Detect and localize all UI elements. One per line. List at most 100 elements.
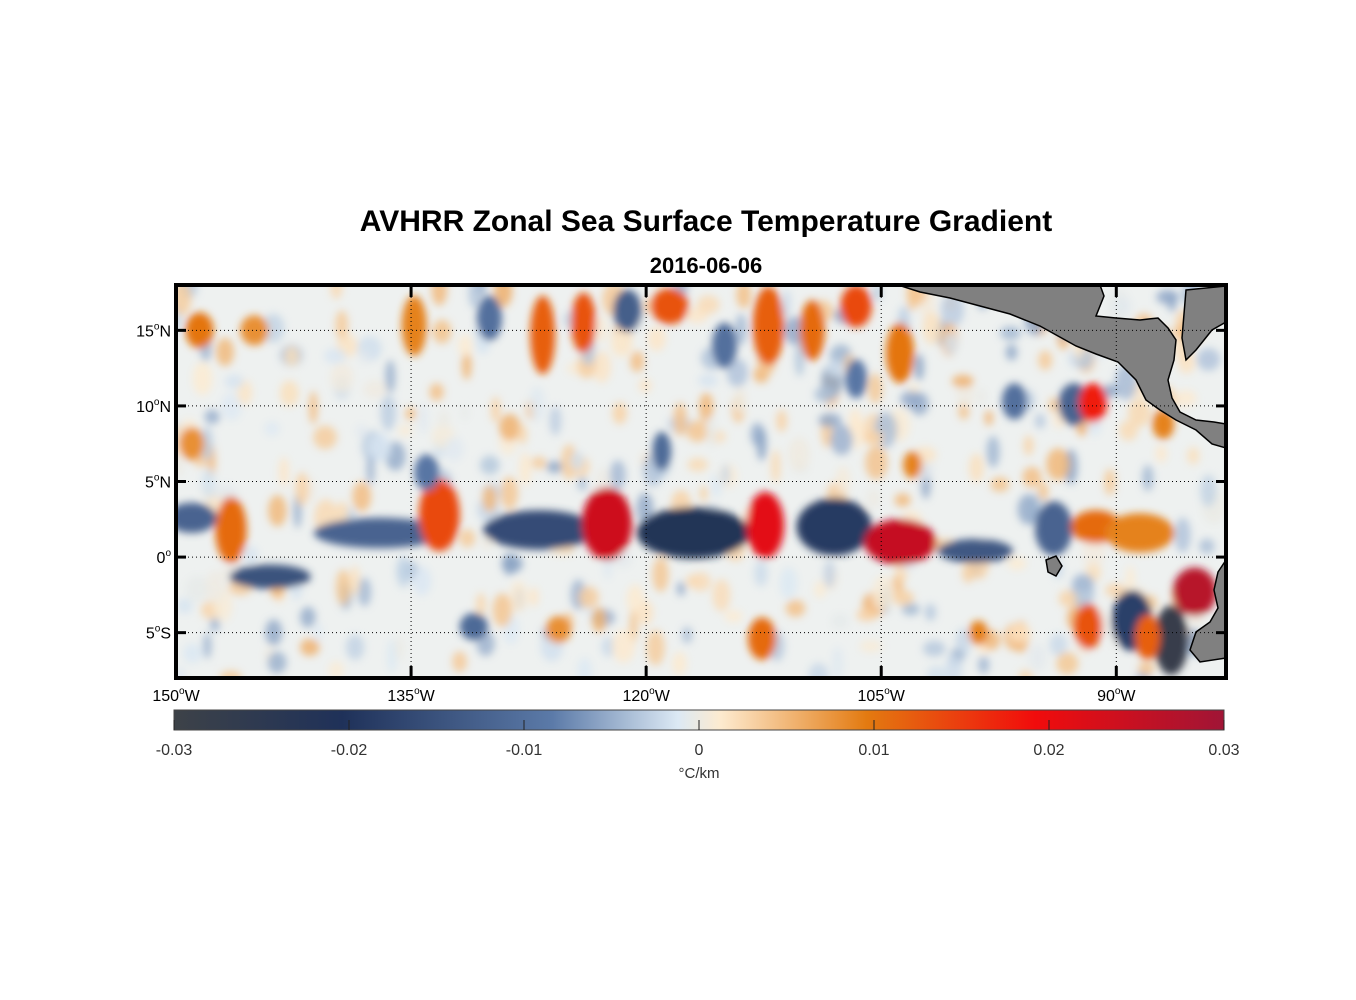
texture-patch [577,657,592,678]
graticule [176,285,1226,678]
texture-patch [944,332,958,355]
texture-patch [368,433,392,462]
texture-patch [1200,474,1217,507]
texture-patch [1056,652,1079,675]
gradient-feature [1153,605,1189,675]
texture-patch [549,406,562,436]
texture-patch [531,456,547,469]
gradient-feature [571,292,596,353]
texture-patch [698,374,719,387]
texture-patch [475,592,487,617]
texture-patch [1028,643,1047,672]
texture-patch [519,452,532,486]
texture-patch [200,426,213,461]
colorbar-tick-label: 0 [695,742,704,759]
texture-patch [638,378,652,393]
texture-patch [1046,448,1070,481]
texture-patch [577,476,587,491]
gradient-feature [483,510,596,550]
texture-patch [491,396,501,423]
texture-patch [859,640,883,653]
texture-patch [330,285,343,300]
texture-patch [529,587,539,607]
texture-patch [646,629,665,666]
texture-patch [205,570,226,604]
texture-patch [1119,420,1138,441]
gradient-feature [530,295,556,375]
colorbar-tick-label: -0.01 [506,742,543,759]
gradient-feature [1172,567,1217,616]
texture-patch [770,449,781,484]
gradient-feature [652,431,672,471]
texture-patch [459,529,476,548]
texture-patch [612,402,627,425]
texture-patch [501,554,523,573]
gradient-feature [215,496,247,564]
texture-patch [352,481,372,512]
texture-patch [848,408,863,437]
texture-patch [866,488,881,509]
texture-patch [873,285,882,302]
texture-patch [1155,444,1167,463]
texture-patch [270,586,285,599]
texture-patch [1199,538,1215,554]
texture-patch [460,404,469,420]
gradient-feature [1074,603,1103,650]
gradient-feature [752,286,785,366]
lat-tick-label: 15oN [136,321,171,340]
texture-patch [1058,590,1077,607]
gradient-feature [176,502,217,533]
texture-patch [324,348,347,364]
lat-tick-label: 5oN [145,473,171,492]
gradient-feature [636,507,750,559]
lon-tick-label: 150oW [152,686,200,705]
texture-patch [831,646,844,678]
colorbar-tick-label: 0.02 [1033,742,1064,759]
texture-patch [814,386,837,403]
yucatan-landmass [1181,285,1226,362]
texture-patch [345,634,365,660]
texture-patch [611,629,636,663]
texture-patch [594,315,608,343]
texture-patch [706,416,717,448]
texture-patch [1037,481,1049,501]
texture-patch [224,374,244,389]
gradient-feature [864,519,936,565]
texture-patch [756,428,767,461]
texture-patch [699,485,708,502]
texture-patch [609,331,634,358]
texture-patch [394,636,404,661]
texture-patch [380,394,396,431]
texture-patch [808,663,829,678]
texture-patch [726,358,748,387]
texture-patch [309,391,318,425]
texture-patch [647,326,666,351]
texture-patch [984,410,994,426]
texture-patch [335,501,349,524]
gradient-feature [613,289,642,332]
galapagos-island [1045,555,1063,577]
gradient-feature [937,538,1013,564]
texture-patch [1022,466,1042,488]
texture-patch [359,350,370,364]
gradient-feature [1001,383,1027,420]
texture-patch [1017,494,1039,525]
texture-patch [265,619,283,646]
texture-patch [856,608,878,622]
texture-patch [676,581,686,597]
texture-patch [926,665,947,678]
texture-patch [823,560,836,589]
gradient-feature [414,454,440,491]
texture-patch [687,457,709,472]
gradient-feature [903,451,922,479]
texture-patch [300,638,320,656]
texture-patch [592,351,611,383]
texture-patch [307,477,316,503]
texture-patch [176,666,186,678]
gradient-feature [796,498,872,556]
texture-patch [429,383,444,401]
texture-patch [335,310,349,340]
lon-tick-label: 105oW [858,686,906,705]
texture-patch [724,610,743,623]
